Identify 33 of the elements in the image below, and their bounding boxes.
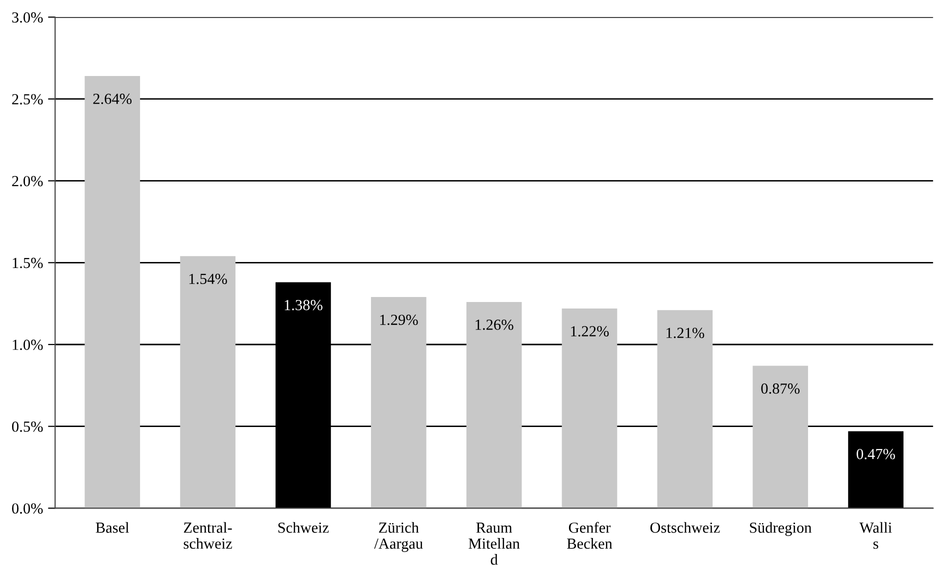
data-label: 1.26% [476,320,514,330]
x-tick-label: Schweiz [278,522,329,533]
y-tick-label: 0.5% [12,421,43,432]
data-label: 2.64% [93,94,132,104]
data-label: 1.22% [571,326,609,336]
x-tick-label: Ostschweiz [650,522,720,533]
data-label: 0.47% [856,448,896,460]
bar [370,297,426,508]
y-tick-label: 1.5% [12,258,43,268]
y-tick-label: 2.0% [12,176,43,186]
y-tick-label: 2.5% [12,94,43,104]
y-tick-label: 0.0% [12,503,43,514]
data-label: 1.29% [380,314,418,326]
bar [562,308,618,508]
bar [466,302,522,508]
x-tick-label: Zürich /Aargau [374,522,423,552]
x-tick-label: Basel [96,522,130,533]
data-label: 1.21% [666,328,704,338]
y-tick-label: 1.0% [12,340,43,350]
y-tick-label: 3.0% [12,12,43,23]
data-label: 1.54% [189,274,228,284]
bar [848,431,904,508]
x-tick-label: Genfer Becken [567,522,612,549]
x-tick-label: Walli s [859,522,892,549]
bar [180,256,236,508]
x-tick-label: Südregion [750,522,812,536]
bar [84,76,140,508]
x-tick-label: Raum Mitellan d [468,522,520,565]
data-label: 0.87% [761,383,800,394]
x-tick-label: Zentral- schweiz [184,522,232,549]
bar [657,310,713,508]
bar [752,366,808,508]
data-label: 1.38% [284,300,322,310]
